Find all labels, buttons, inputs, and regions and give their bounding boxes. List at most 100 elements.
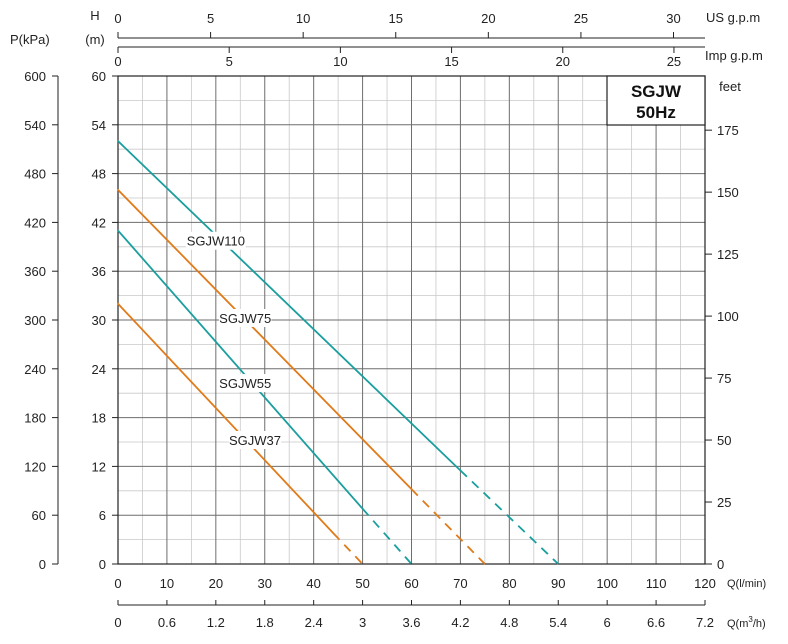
lmin-tick-label: 90 [551,576,565,591]
lmin-tick-label: 80 [502,576,516,591]
m3h-tick-label: 7.2 [696,615,714,630]
feet-tick-label: 25 [717,495,731,510]
curve-label-sgjw110: SGJW110 [187,234,245,249]
badge-model: SGJW [631,82,682,101]
us-gpm-label: US g.p.m [706,10,760,25]
lmin-tick-label: 120 [694,576,716,591]
curve-label-sgjw55: SGJW55 [219,376,271,391]
lmin-tick-label: 70 [453,576,467,591]
m3h-tick-label: 4.8 [500,615,518,630]
h-tick-label: 30 [92,313,106,328]
us-gpm-tick-label: 5 [207,11,214,26]
us-gpm-tick-label: 0 [114,11,121,26]
h-tick-label: 24 [92,362,106,377]
p-tick-label: 180 [24,411,46,426]
badge-frequency: 50Hz [636,103,676,122]
lmin-tick-label: 110 [646,576,667,591]
m3h-tick-label: 4.2 [451,615,469,630]
curve-label-bg-sgjw110 [185,231,246,250]
m3h-tick-label: 2.4 [305,615,323,630]
model-badge [606,75,706,126]
feet-tick-label: 50 [717,433,731,448]
curve-sgjw37-solid [117,302,335,534]
feet-tick-label: 175 [717,123,739,138]
lmin-tick-label: 0 [114,576,121,591]
curve-label-bg-sgjw55 [218,374,272,393]
imp-gpm-tick-label: 15 [444,54,458,69]
m3h-tick-label: 3.6 [402,615,420,630]
p-tick-label: 600 [24,69,46,84]
p-tick-label: 420 [24,215,46,230]
p-tick-label: 120 [24,459,46,474]
imp-gpm-tick-label: 25 [667,54,681,69]
m3h-tick-label: 0.6 [158,615,176,630]
m3h-tick-label: 6 [604,615,611,630]
q-m3h-label-end: /h) [753,618,766,630]
axes-lines [52,32,712,606]
feet-axis-label: feet [719,79,741,94]
imp-gpm-label: Imp g.p.m [705,48,763,63]
labels: 0612182430364248546006012018024030036042… [24,11,738,630]
us-gpm-tick-label: 15 [389,11,403,26]
p-axis-label: P(kPa) [10,32,50,47]
curve-sgjw55-solid [117,229,364,510]
h-tick-label: 18 [92,411,106,426]
curve-sgjw55-dashed [361,508,413,565]
m3h-tick-label: 5.4 [549,615,567,630]
imp-gpm-tick-label: 10 [333,54,347,69]
feet-tick-label: 0 [717,557,724,572]
p-tick-label: 240 [24,362,46,377]
curves [117,140,559,565]
lmin-tick-label: 10 [160,576,174,591]
curve-label-bg-sgjw75 [218,309,272,327]
p-tick-label: 480 [24,167,46,182]
curve-sgjw110-dashed [459,469,559,565]
curve-label-bg-sgjw37 [228,431,282,449]
us-gpm-tick-label: 20 [481,11,495,26]
lmin-tick-label: 50 [355,576,369,591]
curve-label-sgjw75: SGJW75 [219,311,271,326]
h-tick-label: 60 [92,69,106,84]
p-tick-label: 360 [24,264,46,279]
p-tick-label: 0 [39,557,46,572]
feet-tick-label: 100 [717,309,739,324]
curve-label-sgjw37: SGJW37 [229,433,281,448]
lmin-tick-label: 100 [596,576,618,591]
curve-sgjw37-dashed [332,532,364,565]
us-gpm-tick-label: 10 [296,11,310,26]
q-m3h-label: Q(m3/h) [727,615,766,630]
m3h-tick-label: 6.6 [647,615,665,630]
lmin-tick-label: 20 [209,576,223,591]
us-gpm-tick-label: 30 [666,11,680,26]
curve-sgjw110-solid [117,140,462,472]
lmin-tick-label: 60 [404,576,418,591]
m3h-tick-label: 1.8 [256,615,274,630]
us-gpm-tick-label: 25 [574,11,588,26]
lmin-tick-label: 40 [306,576,320,591]
h-tick-label: 6 [99,508,106,523]
feet-tick-label: 125 [717,247,739,262]
q-m3h-label-sup: 3 [748,615,753,624]
m3h-tick-label: 1.2 [207,615,225,630]
h-tick-label: 0 [99,557,106,572]
h-axis-unit: (m) [85,32,105,47]
curve-sgjw75-solid [117,188,413,491]
q-m3h-label-start: Q(m [727,618,748,630]
h-tick-label: 48 [92,167,106,182]
h-axis-label: H [90,8,99,23]
p-tick-label: 300 [24,313,46,328]
feet-tick-label: 150 [717,185,739,200]
imp-gpm-tick-label: 5 [226,54,233,69]
imp-gpm-tick-label: 0 [114,54,121,69]
imp-gpm-tick-label: 20 [556,54,570,69]
curve-sgjw75-dashed [410,488,486,565]
p-tick-label: 540 [24,118,46,133]
m3h-tick-label: 3 [359,615,366,630]
feet-tick-label: 75 [717,371,731,386]
q-lmin-label: Q(l/min) [727,578,766,590]
h-tick-label: 42 [92,215,106,230]
m3h-tick-label: 0 [114,615,121,630]
lmin-tick-label: 30 [258,576,272,591]
p-tick-label: 60 [32,508,46,523]
